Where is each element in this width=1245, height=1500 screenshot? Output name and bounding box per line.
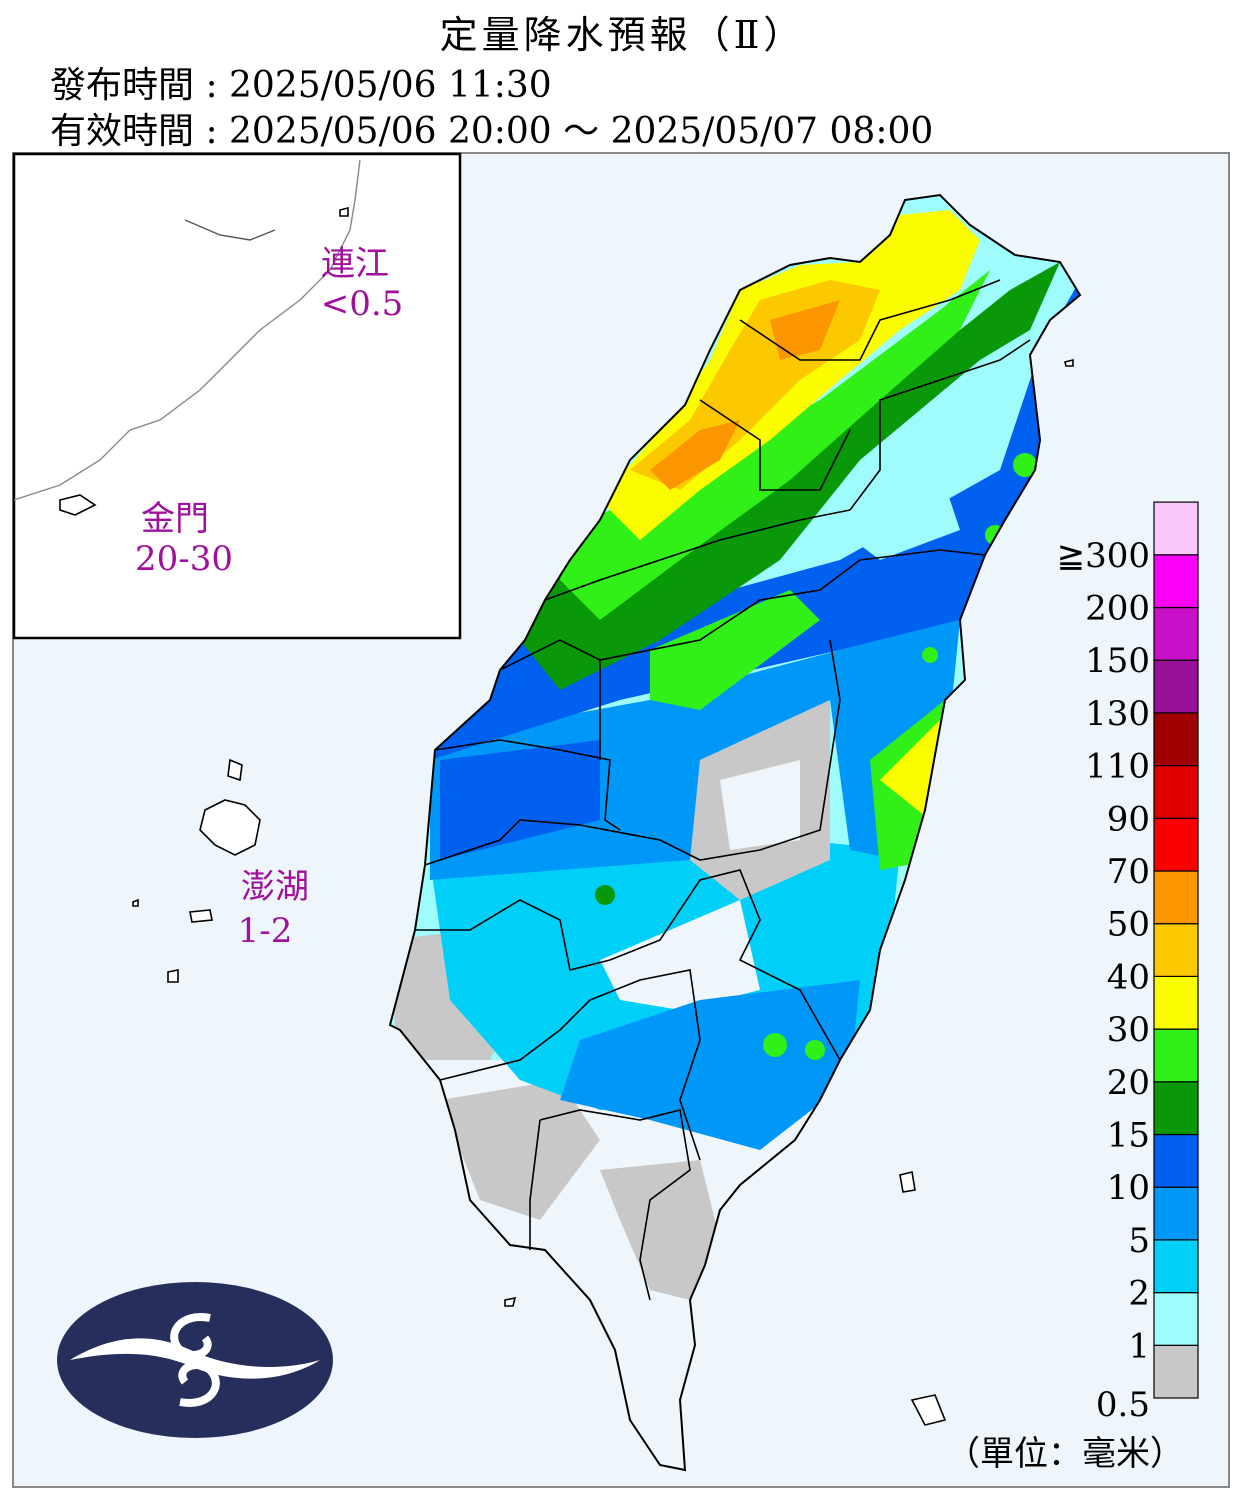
legend-level-label: 2 bbox=[1128, 1274, 1150, 1314]
legend-swatch bbox=[1153, 1133, 1199, 1188]
map-title: 定量降水預報（Ⅱ） bbox=[439, 13, 806, 57]
legend: 0.5 1 2 5 10 15 20 30 40 50 70 90 110 130 150 200 ≧300 bbox=[1057, 501, 1199, 1425]
legend-swatch bbox=[1153, 817, 1199, 872]
legend-level-label: 10 bbox=[1107, 1168, 1150, 1208]
outlying-islands bbox=[504, 358, 1074, 1426]
taiwan-rainfall bbox=[388, 193, 1082, 1472]
legend-level-label: 70 bbox=[1107, 852, 1150, 892]
matsu-name: 連江 bbox=[321, 244, 389, 284]
legend-level-label: 20 bbox=[1107, 1063, 1150, 1103]
inset-map bbox=[12, 152, 462, 640]
legend-swatch bbox=[1153, 501, 1199, 556]
penghu-islands bbox=[132, 758, 261, 983]
legend-swatch bbox=[1153, 1186, 1199, 1241]
penghu-value: 1-2 bbox=[238, 911, 293, 951]
legend-level-label: 30 bbox=[1107, 1010, 1150, 1050]
unit-label: （單位：毫米） bbox=[946, 1434, 1184, 1474]
penghu-name: 澎湖 bbox=[241, 867, 309, 907]
legend-swatch bbox=[1153, 870, 1199, 925]
legend-level-label: 5 bbox=[1128, 1221, 1150, 1261]
cwa-logo-icon bbox=[57, 1282, 333, 1438]
legend-level-label: ≧300 bbox=[1057, 536, 1150, 576]
legend-level-label: 130 bbox=[1085, 694, 1150, 734]
legend-swatch bbox=[1153, 975, 1199, 1030]
legend-level-label: 110 bbox=[1085, 747, 1150, 787]
legend-level-label: 90 bbox=[1107, 799, 1150, 839]
legend-swatch bbox=[1153, 764, 1199, 819]
county-boundaries bbox=[415, 279, 1031, 1301]
legend-swatch bbox=[1153, 1028, 1199, 1083]
legend-swatch bbox=[1153, 659, 1199, 714]
legend-swatch bbox=[1153, 554, 1199, 609]
legend-swatch bbox=[1153, 923, 1199, 978]
legend-swatch bbox=[1153, 1239, 1199, 1294]
legend-swatch bbox=[1153, 606, 1199, 661]
legend-level-label: 50 bbox=[1107, 905, 1150, 945]
legend-level-label: 200 bbox=[1085, 589, 1150, 629]
valid-time: 有效時間 : 2025/05/06 20:00 ～ 2025/05/07 08:… bbox=[50, 111, 934, 152]
issue-time: 發布時間 : 2025/05/06 11:30 bbox=[50, 65, 552, 106]
legend-level-label: 150 bbox=[1085, 641, 1150, 681]
legend-level-label: 1 bbox=[1128, 1326, 1150, 1366]
legend-level-label: 0.5 bbox=[1096, 1385, 1150, 1425]
legend-level-label: 40 bbox=[1107, 957, 1150, 997]
matsu-value: <0.5 bbox=[321, 284, 404, 324]
legend-swatch bbox=[1153, 1081, 1199, 1136]
legend-level-label: 15 bbox=[1107, 1116, 1150, 1156]
legend-swatch bbox=[1153, 1291, 1199, 1346]
kinmen-value: 20-30 bbox=[135, 539, 233, 579]
legend-swatch bbox=[1153, 1344, 1199, 1399]
legend-swatch bbox=[1153, 712, 1199, 767]
kinmen-name: 金門 bbox=[141, 499, 209, 539]
